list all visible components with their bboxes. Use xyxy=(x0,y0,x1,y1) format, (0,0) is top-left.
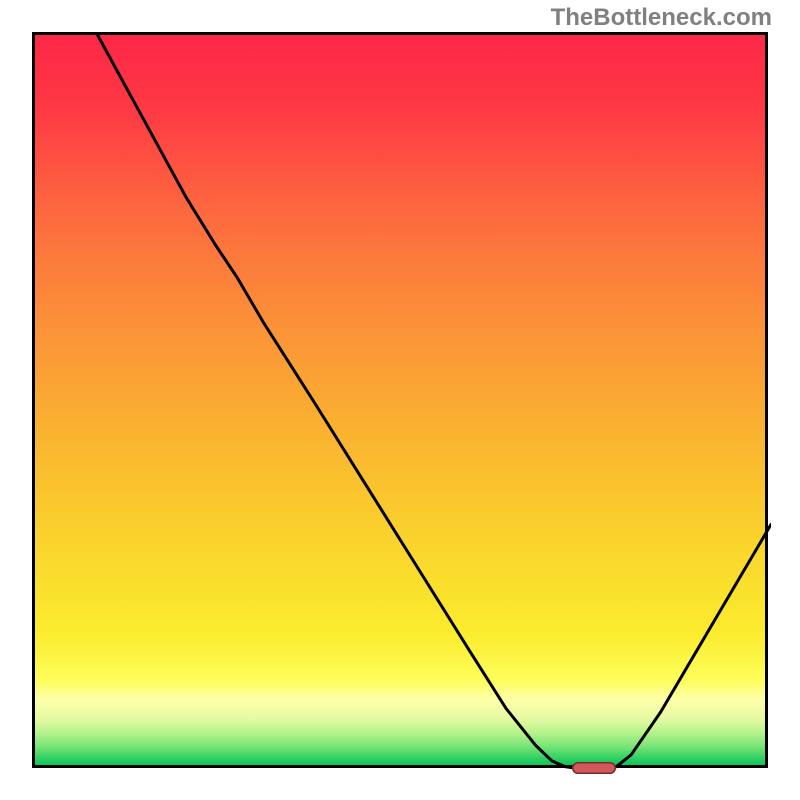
plot-frame xyxy=(32,32,768,768)
watermark-text: TheBottleneck.com xyxy=(551,4,772,32)
curve-layer xyxy=(35,35,771,771)
bottleneck-curve xyxy=(98,35,771,769)
minimum-marker xyxy=(572,762,616,774)
chart-root: { "canvas": { "width": 800, "height": 80… xyxy=(0,0,800,800)
